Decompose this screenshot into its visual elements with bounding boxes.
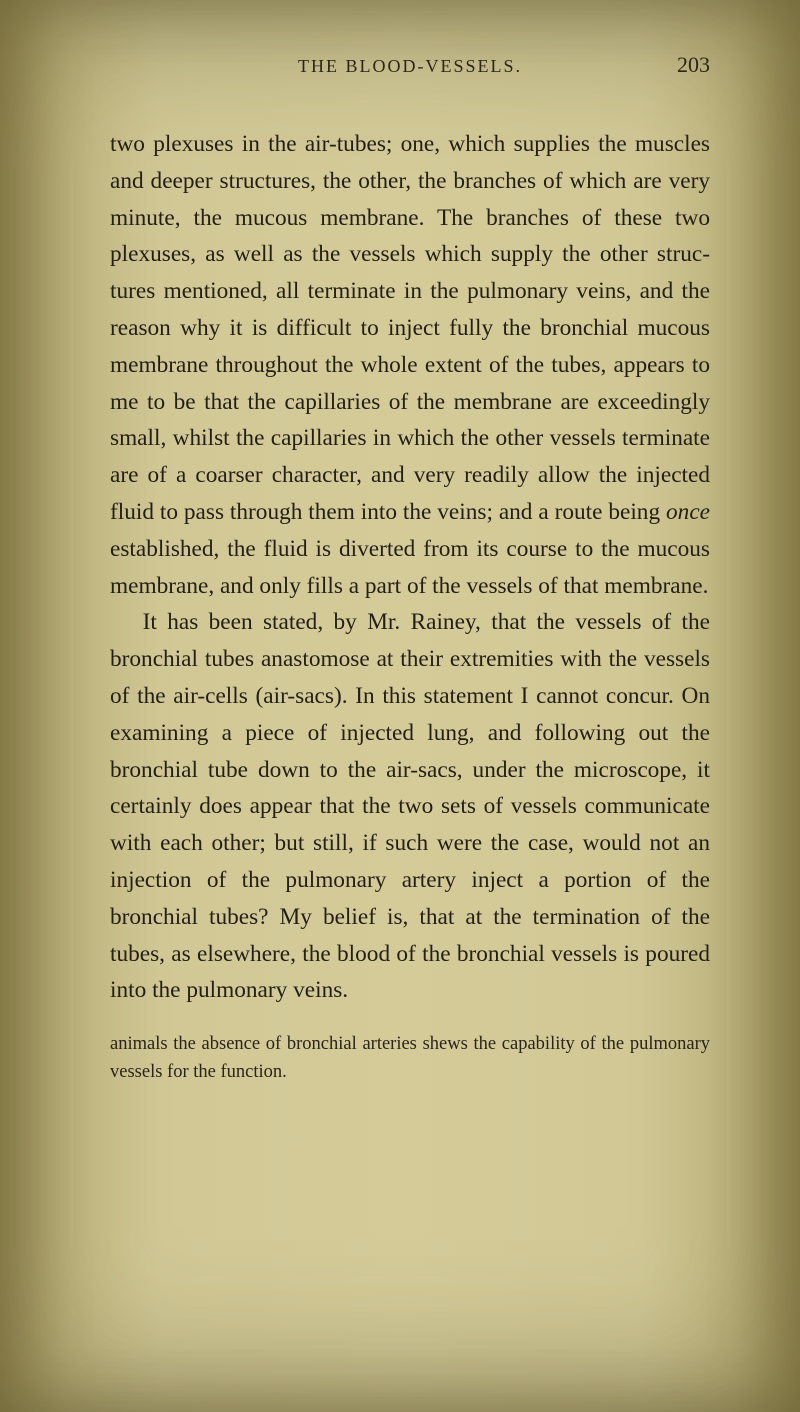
para1-part-b: established, the fluid is diverted from … xyxy=(110,536,710,599)
running-head: THE BLOOD-VESSELS. xyxy=(170,56,650,77)
footnote: animals the absence of bronchial arterie… xyxy=(110,1031,710,1087)
page-header: THE BLOOD-VESSELS. 203 xyxy=(110,52,710,78)
para1-part-a: two plexuses in the air-tubes; one, whic… xyxy=(110,131,710,525)
paragraph-2: It has been stated, by Mr. Rainey, that … xyxy=(110,604,710,1009)
body-text: two plexuses in the air-tubes; one, whic… xyxy=(110,126,710,1009)
book-page: THE BLOOD-VESSELS. 203 two plexuses in t… xyxy=(0,0,800,1147)
paragraph-1: two plexuses in the air-tubes; one, whic… xyxy=(110,126,710,604)
para1-italic: once xyxy=(666,499,710,525)
page-number: 203 xyxy=(650,52,710,78)
